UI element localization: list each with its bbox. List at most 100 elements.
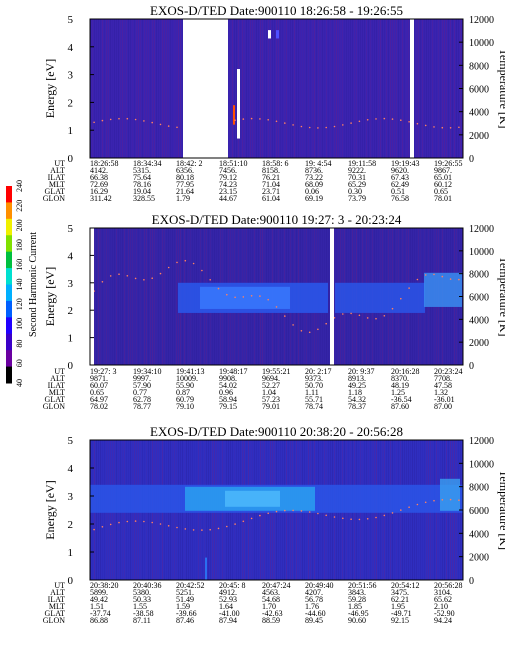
spectrogram-column — [126, 19, 127, 158]
spectrogram-column — [288, 19, 289, 158]
orbit-cell: 9620. — [391, 166, 409, 175]
y2-tick-label: 2000 — [469, 131, 489, 142]
spectrogram-column — [406, 19, 407, 158]
orbit-row-label: ALT — [50, 374, 65, 383]
spectrogram-column — [104, 19, 105, 158]
orbit-row-label: MLT — [49, 388, 65, 397]
temperature-point — [176, 126, 178, 129]
temperature-point — [325, 126, 328, 129]
y-tick-label: 3 — [68, 491, 74, 503]
orbit-cell: 92.15 — [391, 616, 409, 625]
orbit-row-label: GLAT — [45, 609, 66, 618]
y2-tick-label: 2000 — [469, 338, 489, 349]
temperature-point — [101, 281, 104, 283]
spectrogram-column — [124, 228, 125, 365]
temperature-point — [383, 514, 386, 517]
spectrogram-column — [396, 19, 397, 158]
spectrogram-column — [420, 19, 421, 158]
spectrogram-column — [394, 19, 395, 158]
y-tick-label: 1 — [68, 125, 74, 137]
orbit-cell: 78.37 — [348, 402, 366, 411]
colorbar-tick-label: 100 — [15, 318, 24, 330]
y-tick-label: 1 — [68, 333, 74, 345]
orbit-cell: 16.29 — [90, 187, 108, 196]
spectrogram-column — [390, 19, 391, 158]
temperature-point — [333, 516, 336, 518]
spectrogram-column — [120, 228, 121, 365]
spectrogram-column — [304, 19, 305, 158]
orbit-cell: 19.04 — [133, 187, 151, 196]
spectrogram-column — [362, 19, 363, 158]
orbit-cell: 49.25 — [348, 381, 366, 390]
temperature-point — [226, 525, 228, 528]
y2-tick-label: 12000 — [469, 224, 494, 235]
spectrogram-column — [352, 19, 353, 158]
orbit-cell: 8913. — [348, 374, 366, 383]
spectrogram-column — [144, 228, 145, 365]
data-gap — [90, 228, 94, 365]
spectrogram-column — [178, 19, 179, 158]
orbit-row-label: GLON — [43, 194, 65, 203]
spectrogram-column — [266, 19, 267, 158]
spectrogram-column — [142, 228, 143, 365]
colorbar-segment — [6, 300, 12, 318]
orbit-cell: -36.01 — [434, 395, 455, 404]
spectrogram-column — [174, 19, 175, 158]
temperature-point — [350, 122, 352, 124]
orbit-cell: 78.74 — [305, 402, 323, 411]
temperature-point — [325, 514, 328, 517]
temperature-point — [449, 498, 452, 501]
spectrogram-column — [174, 228, 175, 365]
temperature-point — [400, 297, 402, 300]
orbit-cell: -39.66 — [176, 609, 197, 618]
spectrogram-column — [182, 19, 183, 158]
y-tick-label: 2 — [68, 519, 74, 531]
orbit-cell: 20:47:24 — [262, 581, 290, 590]
spectrogram-column — [408, 19, 409, 158]
spectrogram-column — [294, 19, 295, 158]
orbit-cell: 87.60 — [391, 402, 409, 411]
y-axis-label: Energy [eV] — [43, 480, 57, 539]
y2-tick-label: 10000 — [469, 38, 494, 49]
ion-band — [424, 272, 462, 307]
orbit-cell: 86.88 — [90, 616, 108, 625]
temperature-point — [308, 126, 311, 129]
temperature-point — [151, 277, 153, 280]
spectrogram-column — [302, 19, 303, 158]
y-tick-label: 4 — [68, 463, 74, 475]
spectrogram-column — [372, 19, 373, 158]
orbit-cell: 1.51 — [90, 602, 104, 611]
spectrogram-column — [320, 19, 321, 158]
temperature-point — [358, 314, 361, 317]
spectrogram-column — [458, 19, 459, 158]
temperature-point — [176, 261, 178, 264]
spectrogram-column — [116, 228, 117, 365]
temperature-point — [159, 272, 162, 275]
temperature-point — [292, 124, 294, 126]
temperature-point — [126, 520, 129, 523]
spectrogram-column — [286, 19, 287, 158]
temperature-point — [259, 118, 261, 120]
temperature-point — [416, 122, 419, 125]
orbit-cell: 18:58: 6 — [262, 159, 288, 168]
orbit-cell: -36.54 — [391, 395, 412, 404]
orbit-cell: 61.04 — [262, 194, 280, 203]
spectrogram-column — [110, 19, 111, 158]
spectrogram-column — [122, 19, 123, 158]
spectrogram-column — [102, 19, 103, 158]
orbit-cell: 18:34:34 — [133, 159, 161, 168]
orbit-cell: 88.59 — [262, 616, 280, 625]
orbit-cell: 19:55:21 — [262, 367, 290, 376]
spectrogram-column — [402, 19, 403, 158]
orbit-row-label: GLAT — [45, 187, 66, 196]
temperature-point — [358, 120, 361, 123]
temperature-point — [333, 125, 336, 128]
spectrogram-column — [146, 228, 147, 365]
temperature-point — [458, 499, 460, 502]
spectrogram-column — [124, 19, 125, 158]
orbit-cell: -52.90 — [434, 609, 455, 618]
spectrogram-column — [264, 19, 265, 158]
spectrogram-column — [232, 19, 233, 158]
orbit-cell: 68.09 — [305, 180, 323, 189]
temperature-point — [342, 124, 344, 126]
